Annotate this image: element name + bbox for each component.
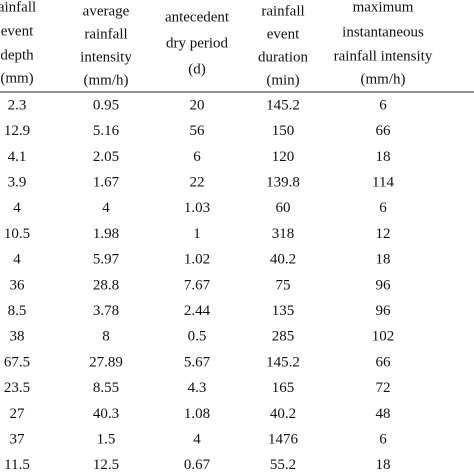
cell: 60 [276, 200, 291, 216]
header-cell: rainfall [261, 3, 304, 19]
cell: 1476 [268, 432, 299, 448]
cell: 0.67 [184, 457, 211, 473]
cell: 28.8 [93, 277, 119, 293]
cell: 4 [13, 252, 21, 268]
cell: 1.5 [97, 432, 116, 448]
cell: 4 [102, 200, 110, 216]
header-cell: dry period [166, 35, 229, 51]
cell: 2.05 [93, 149, 119, 165]
header-cell: event [1, 23, 34, 39]
cell: 6 [193, 149, 201, 165]
cell: 27.89 [89, 354, 123, 370]
cell: 0.5 [188, 329, 207, 345]
header-cell: (d) [188, 61, 206, 77]
cell: 285 [272, 329, 295, 345]
cell: 150 [272, 123, 295, 139]
cell: 40.3 [93, 406, 119, 422]
cell: 55.2 [270, 457, 296, 473]
cell: 5.16 [93, 123, 120, 139]
header-cell: instantaneous [342, 24, 424, 40]
cell: 4 [13, 200, 21, 216]
cell: 7.67 [184, 277, 211, 293]
cell: 120 [272, 149, 295, 165]
cell: 40.2 [270, 252, 296, 268]
cell: 145.2 [266, 354, 300, 370]
cell: 22 [190, 175, 205, 191]
cell: 48 [376, 406, 391, 422]
cell: 2.44 [184, 303, 211, 319]
cell: 18 [376, 457, 391, 473]
cell: 8 [102, 329, 110, 345]
cell: 135 [272, 303, 295, 319]
cell: 67.5 [4, 354, 30, 370]
cell: 1 [193, 226, 201, 242]
header-cell: duration [258, 49, 308, 65]
header-cell: antecedent [165, 9, 230, 25]
header-cell: (mm/h) [84, 72, 129, 88]
cell: 40.2 [270, 406, 296, 422]
cell: 3.9 [8, 175, 27, 191]
cell: 12 [376, 226, 391, 242]
cell: 0.95 [93, 97, 119, 113]
cell: 23.5 [4, 380, 30, 396]
cell: 8.5 [8, 303, 27, 319]
cell: 10.5 [4, 226, 30, 242]
cell: 4.3 [188, 380, 207, 396]
header-cell: rainfall intensity [334, 48, 433, 64]
cell: 56 [190, 123, 206, 139]
cell: 37 [10, 432, 26, 448]
cell: 18 [376, 149, 391, 165]
cell: 6 [379, 432, 387, 448]
cell: 8.55 [93, 380, 119, 396]
header-cell: maximum [353, 0, 414, 15]
cell: 5.67 [184, 354, 211, 370]
cell: 1.98 [93, 226, 119, 242]
cell: 27 [10, 406, 26, 422]
header-cell: depth [0, 47, 34, 63]
cell: 38 [10, 329, 25, 345]
header-cell: intensity [80, 49, 132, 65]
header-cell: average [83, 3, 130, 19]
cell: 102 [372, 329, 395, 345]
cell: 145.2 [266, 97, 300, 113]
cell: 20 [190, 97, 205, 113]
cell: 1.03 [184, 200, 210, 216]
header-cell: (mm/h) [361, 71, 406, 87]
cell: 5.97 [93, 252, 120, 268]
cell: 12.5 [93, 457, 119, 473]
cell: 1.67 [93, 175, 120, 191]
cell: 1.02 [184, 252, 210, 268]
cell: 66 [376, 354, 392, 370]
cell: 75 [276, 277, 291, 293]
cell: 2.3 [8, 97, 27, 113]
cell: 4 [193, 432, 201, 448]
cell: 36 [10, 277, 26, 293]
cell: 12.9 [4, 123, 30, 139]
cell: 114 [372, 175, 394, 191]
cell: 96 [376, 303, 392, 319]
cell: 318 [272, 226, 295, 242]
cell: 96 [376, 277, 392, 293]
cell: 6 [379, 97, 387, 113]
cell: 3.78 [93, 303, 119, 319]
cell: 66 [376, 123, 392, 139]
cell: 6 [379, 200, 387, 216]
header-cell: rainfall [84, 26, 127, 42]
header-cell: event [267, 26, 300, 42]
cell: 4.1 [8, 149, 27, 165]
cell: 72 [376, 380, 391, 396]
header-cell: (mm) [0, 70, 33, 86]
header-cell: ainfall [0, 0, 36, 15]
cell: 18 [376, 252, 391, 268]
cell: 11.5 [4, 457, 30, 473]
cell: 139.8 [266, 175, 300, 191]
cell: 1.08 [184, 406, 210, 422]
header-cell: (min) [266, 72, 299, 88]
cell: 165 [272, 380, 295, 396]
